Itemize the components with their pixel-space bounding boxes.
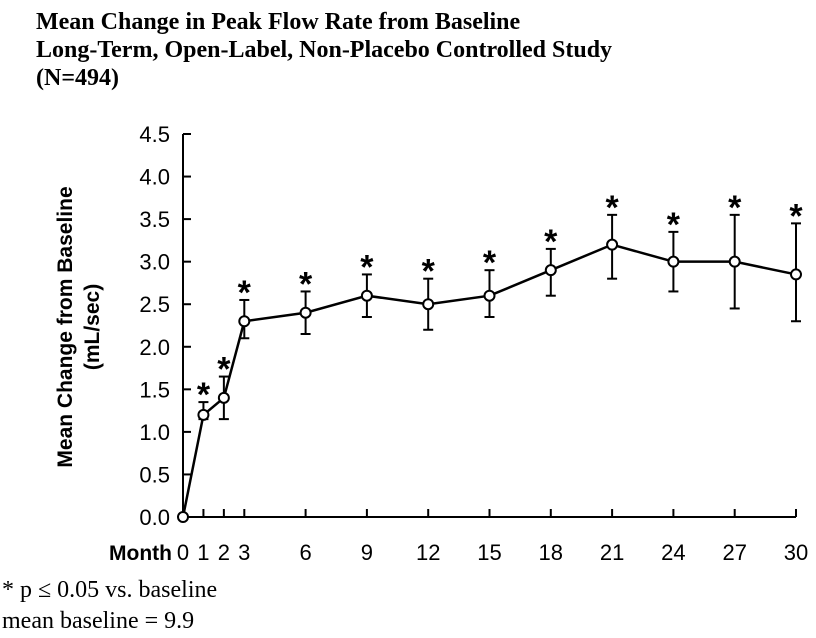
data-point: [483, 289, 496, 302]
data-point: [728, 255, 741, 268]
significance-marker: *: [217, 351, 231, 389]
y-axis-unit-label: (mL/sec): [81, 284, 104, 370]
x-tick-label: 1: [197, 540, 209, 565]
footnotes: * p ≤ 0.05 vs. baseline mean baseline = …: [2, 575, 217, 637]
line-chart: 0.00.51.01.52.02.53.03.54.04.50 1 2 3 6 9 12 15…: [54, 122, 808, 565]
data-point: [790, 268, 802, 281]
y-tick-label: 0.0: [139, 505, 170, 530]
y-tick-label: 0.5: [139, 462, 170, 487]
x-tick-label: 24: [661, 540, 685, 565]
significance-marker: *: [483, 244, 497, 282]
x-tick-label: 3: [238, 540, 250, 565]
x-tick-label: 27: [722, 540, 746, 565]
data-point: [667, 255, 680, 268]
data-point: [606, 238, 619, 251]
y-tick-label: 1.5: [139, 377, 170, 402]
data-point: [217, 391, 230, 404]
x-tick-label: 9: [361, 540, 373, 565]
y-tick-label: 4.5: [139, 122, 170, 147]
x-tick-label: 18: [539, 540, 563, 565]
x-tick-label: 2: [218, 540, 230, 565]
data-point: [177, 511, 189, 523]
chart-title: Mean Change in Peak Flow Rate from Basel…: [36, 9, 521, 35]
chart-subtitle-n: (N=494): [36, 65, 119, 91]
y-tick-label: 2.0: [139, 335, 170, 360]
chart-title-block: Mean Change in Peak Flow Rate from Basel…: [36, 8, 612, 92]
data-point: [544, 264, 557, 277]
significance-marker: *: [544, 223, 558, 261]
significance-marker: *: [299, 265, 313, 303]
significance-marker: *: [789, 197, 803, 235]
x-tick-label: 0: [177, 540, 189, 565]
significance-marker: *: [197, 376, 211, 414]
x-tick-label: 15: [477, 540, 501, 565]
x-tick-label: 30: [784, 540, 808, 565]
data-point: [422, 298, 435, 311]
y-tick-label: 3.0: [139, 250, 170, 275]
y-tick-label: 4.0: [139, 165, 170, 190]
footnote-baseline: mean baseline = 9.9: [2, 608, 195, 634]
x-axis-label: Month: [109, 542, 172, 565]
y-axis-label: Mean Change from Baseline: [54, 186, 77, 467]
x-tick-label: 12: [416, 540, 440, 565]
x-tick-label: 21: [600, 540, 624, 565]
significance-marker: *: [360, 248, 374, 286]
y-tick-label: 1.0: [139, 420, 170, 445]
footnote-significance: * p ≤ 0.05 vs. baseline: [2, 577, 218, 603]
significance-marker: *: [238, 274, 252, 312]
significance-marker: *: [667, 206, 681, 244]
significance-marker: *: [422, 253, 436, 291]
significance-marker: *: [605, 189, 619, 227]
y-tick-label: 2.5: [139, 292, 170, 317]
data-point: [299, 306, 312, 319]
y-tick-label: 3.5: [139, 207, 170, 232]
data-point: [197, 408, 210, 421]
chart-subtitle: Long-Term, Open-Label, Non-Placebo Contr…: [36, 37, 613, 63]
data-point: [360, 289, 373, 302]
data-point: [238, 315, 251, 328]
significance-marker: *: [728, 189, 742, 227]
x-tick-label: 6: [299, 540, 311, 565]
